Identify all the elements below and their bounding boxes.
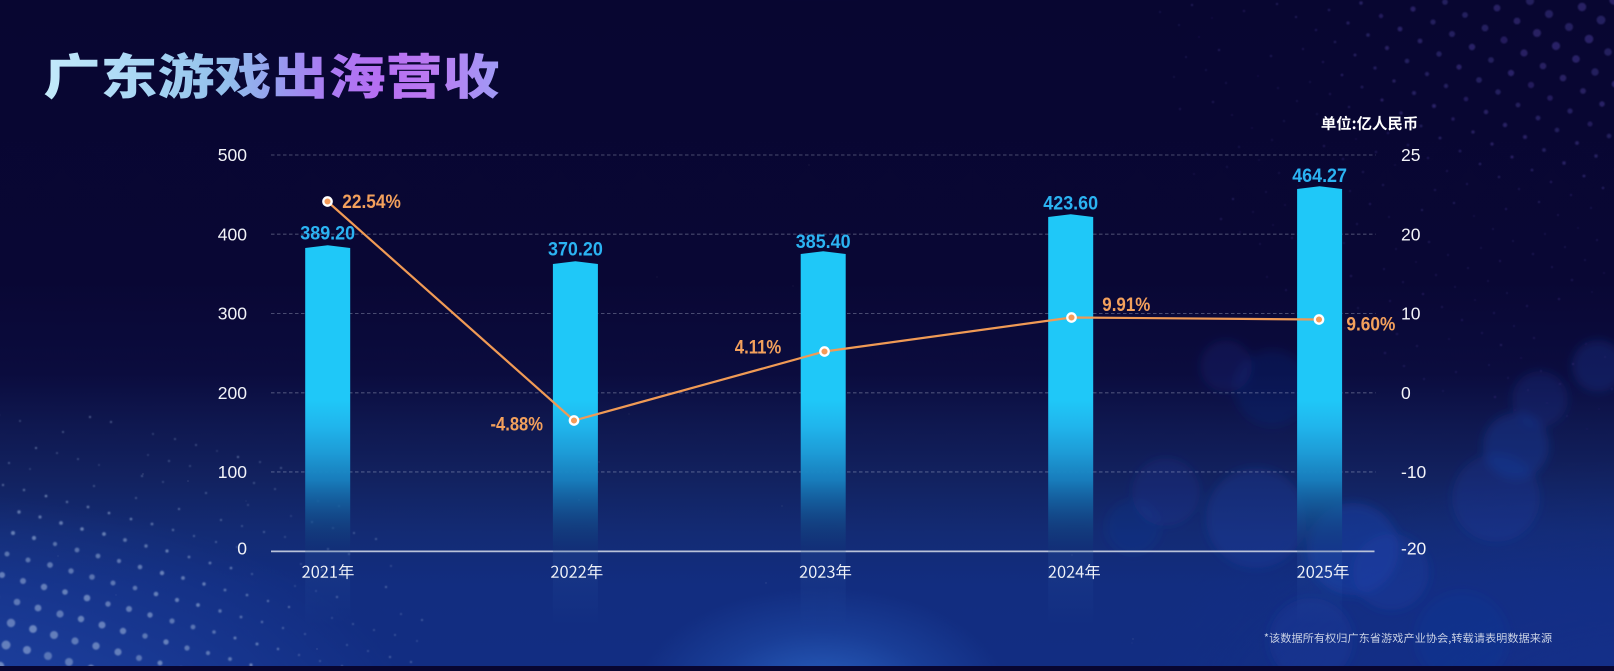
svg-text:-4.88%: -4.88% [491,414,544,436]
svg-text:-20: -20 [1401,539,1427,559]
svg-text:10: 10 [1401,304,1421,324]
svg-text:0: 0 [237,539,247,559]
svg-text:385.40: 385.40 [796,232,851,253]
svg-text:300: 300 [218,304,247,324]
svg-text:200: 200 [218,383,247,403]
svg-text:25: 25 [1401,145,1420,165]
svg-text:400: 400 [218,224,247,244]
svg-text:4.11%: 4.11% [735,337,782,359]
svg-text:500: 500 [218,145,247,165]
svg-text:464.27: 464.27 [1292,166,1347,187]
svg-text:100: 100 [218,462,247,482]
svg-text:9.91%: 9.91% [1102,294,1150,316]
svg-text:389.20: 389.20 [300,223,355,244]
svg-text:0: 0 [1401,383,1411,403]
svg-text:-10: -10 [1401,462,1427,482]
svg-text:423.60: 423.60 [1043,194,1098,215]
svg-text:22.54%: 22.54% [342,191,401,213]
svg-text:370.20: 370.20 [548,239,603,260]
svg-text:9.60%: 9.60% [1346,313,1395,335]
svg-text:20: 20 [1401,224,1421,244]
